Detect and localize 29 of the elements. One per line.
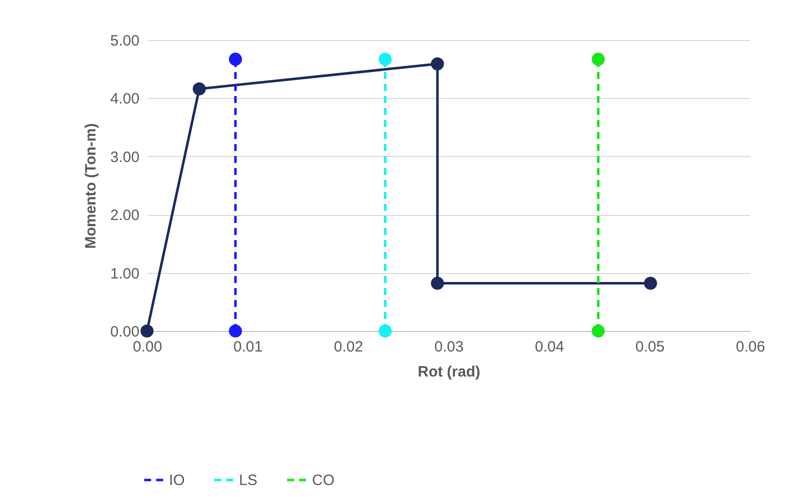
y-tick-label: 2.00 [110,207,140,224]
x-tick-label: 0.04 [534,338,564,356]
point [592,324,605,338]
x-tick-label: 0.05 [635,338,665,356]
point [228,324,242,338]
x-tick-label: 0.01 [233,338,263,356]
point [228,52,242,66]
point [140,324,154,338]
x-axis-title: Rot (rad) [418,364,480,380]
x-tick-label: 0.02 [334,338,364,356]
legend-label: LS [239,472,258,489]
y-tick-label: 5.00 [110,32,140,50]
x-tick-label: 0.03 [434,338,464,356]
point [592,52,605,66]
point [192,82,206,96]
legend-label: IO [169,472,185,489]
y-tick-label: 0.00 [110,324,140,340]
point [378,52,392,66]
x-tick-label: 0.00 [132,338,162,356]
y-tick-label: 4.00 [110,90,140,108]
y-axis-title: Momento (Ton-m) [82,123,100,249]
y-tick-label: 3.00 [110,148,140,166]
point [644,276,658,290]
point [430,276,444,290]
point [378,324,392,338]
x-tick-label: 0.06 [736,338,766,356]
legend-label: CO [312,472,334,489]
y-tick-label: 1.00 [110,265,140,282]
point [430,57,444,70]
